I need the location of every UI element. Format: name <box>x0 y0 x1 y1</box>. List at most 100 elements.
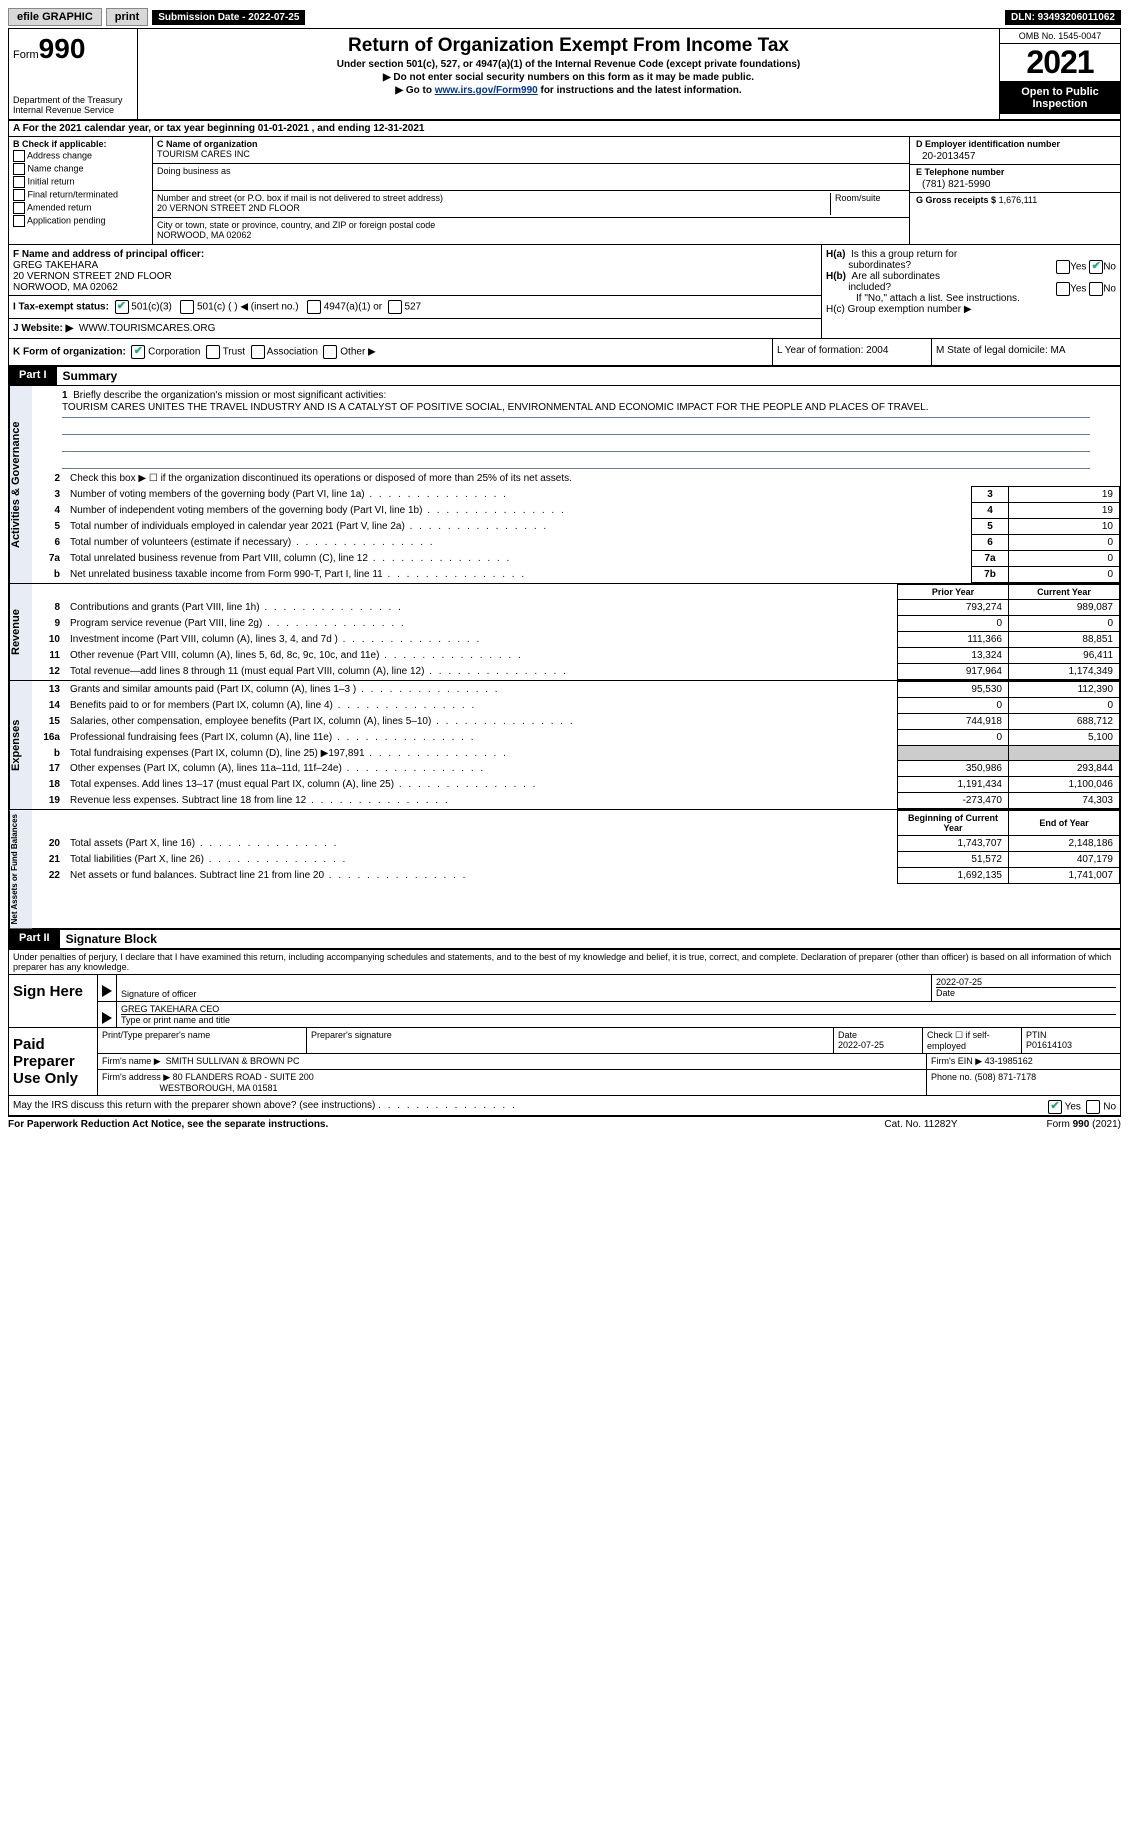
sig-officer-lbl: Signature of officer <box>117 975 932 1001</box>
phone-value: (781) 821-5990 <box>916 177 1114 190</box>
type-name-label: Type or print name and title <box>121 1014 1116 1025</box>
hb-yes[interactable] <box>1056 282 1070 296</box>
firm-addr-lbl: Firm's address ▶ <box>102 1072 170 1082</box>
officer-name: GREG TAKEHARA <box>13 260 817 271</box>
table-row: 19 Revenue less expenses. Subtract line … <box>32 793 1120 809</box>
vtab-activities: Activities & Governance <box>9 386 32 583</box>
dba-label: Doing business as <box>157 166 905 176</box>
tax-year: 2021 <box>1000 44 1120 82</box>
org-name: TOURISM CARES INC <box>157 149 905 159</box>
table-row: 9 Program service revenue (Part VIII, li… <box>32 616 1120 632</box>
firm-phone-lbl: Phone no. <box>931 1072 972 1082</box>
part1-header: Part I <box>9 367 57 385</box>
prep-name-lbl: Print/Type preparer's name <box>102 1030 302 1040</box>
year-formation: L Year of formation: 2004 <box>773 339 932 365</box>
top-toolbar: efile GRAPHIC print Submission Date - 20… <box>8 8 1121 26</box>
state-domicile: M State of legal domicile: MA <box>932 339 1120 365</box>
ptin-label: PTIN <box>1026 1030 1116 1040</box>
form-note-2: ▶ Go to www.irs.gov/Form990 for instruct… <box>142 85 995 96</box>
cb-initial-return[interactable]: Initial return <box>13 176 148 188</box>
table-row: 22 Net assets or fund balances. Subtract… <box>32 868 1120 884</box>
cb-app-pending[interactable]: Application pending <box>13 215 148 227</box>
check-if-applicable: B Check if applicable: <box>13 139 148 149</box>
cb-address-change[interactable]: Address change <box>13 150 148 162</box>
hdr-beginning: Beginning of Current Year <box>898 811 1009 836</box>
table-row: 11 Other revenue (Part VIII, column (A),… <box>32 648 1120 664</box>
phone-label: E Telephone number <box>916 167 1114 177</box>
dept-label: Department of the Treasury <box>13 95 133 105</box>
table-row: 21 Total liabilities (Part X, line 26) 5… <box>32 852 1120 868</box>
instructions-link[interactable]: www.irs.gov/Form990 <box>435 85 538 96</box>
ha-yes[interactable] <box>1056 260 1070 274</box>
print-button[interactable]: print <box>106 8 148 26</box>
part1-title: Summary <box>57 367 124 385</box>
table-row: 4 Number of independent voting members o… <box>32 503 1120 519</box>
ha-no[interactable] <box>1089 260 1103 274</box>
table-row: 18 Total expenses. Add lines 13–17 (must… <box>32 777 1120 793</box>
website-label: J Website: ▶ <box>13 323 73 334</box>
prep-sig-lbl: Preparer's signature <box>311 1030 829 1040</box>
table-row: b Net unrelated business taxable income … <box>32 567 1120 583</box>
cb-4947[interactable] <box>307 300 321 314</box>
form-note-1: ▶ Do not enter social security numbers o… <box>142 72 995 83</box>
sig-date-label: Date <box>936 987 1116 998</box>
ptin-value: P01614103 <box>1026 1040 1116 1050</box>
firm-addr1: 80 FLANDERS ROAD - SUITE 200 <box>173 1072 314 1082</box>
website-value: WWW.TOURISMCARES.ORG <box>79 323 215 334</box>
cb-501c3[interactable] <box>115 300 129 314</box>
part2-header: Part II <box>9 930 60 948</box>
officer-addr2: NORWOOD, MA 02062 <box>13 282 817 293</box>
tax-exempt-label: I Tax-exempt status: <box>13 302 109 313</box>
vtab-netassets: Net Assets or Fund Balances <box>9 810 32 928</box>
cb-corp[interactable] <box>131 345 145 359</box>
vtab-expenses: Expenses <box>9 681 32 809</box>
discuss-yes[interactable] <box>1048 1100 1062 1114</box>
table-row: 13 Grants and similar amounts paid (Part… <box>32 682 1120 698</box>
table-row: 8 Contributions and grants (Part VIII, l… <box>32 600 1120 616</box>
discuss-no[interactable] <box>1086 1100 1100 1114</box>
discuss-question: May the IRS discuss this return with the… <box>13 1100 375 1111</box>
table-row: 10 Investment income (Part VIII, column … <box>32 632 1120 648</box>
table-row: 3 Number of voting members of the govern… <box>32 487 1120 503</box>
city-label: City or town, state or province, country… <box>157 220 905 230</box>
part2-title: Signature Block <box>60 930 163 948</box>
cb-501c[interactable] <box>180 300 194 314</box>
table-row: 7a Total unrelated business revenue from… <box>32 551 1120 567</box>
city-value: NORWOOD, MA 02062 <box>157 230 905 240</box>
footer-form: Form 990 (2021) <box>981 1119 1121 1130</box>
form-of-org-label: K Form of organization: <box>13 347 126 358</box>
vtab-revenue: Revenue <box>9 584 32 680</box>
gross-label: G Gross receipts $ <box>916 195 996 205</box>
footer-catalog: Cat. No. 11282Y <box>861 1119 981 1130</box>
table-row: 17 Other expenses (Part IX, column (A), … <box>32 761 1120 777</box>
q2: Check this box ▶ ☐ if the organization d… <box>66 471 1120 487</box>
room-suite-label: Room/suite <box>831 193 905 215</box>
cb-assoc[interactable] <box>251 345 265 359</box>
hdr-current: Current Year <box>1009 585 1120 600</box>
hdr-end: End of Year <box>1009 811 1120 836</box>
org-info-grid: B Check if applicable: Address change Na… <box>8 137 1121 245</box>
table-row: 20 Total assets (Part X, line 16) 1,743,… <box>32 836 1120 852</box>
firm-name-lbl: Firm's name ▶ <box>102 1056 161 1066</box>
street-value: 20 VERNON STREET 2ND FLOOR <box>157 203 826 213</box>
officer-addr1: 20 VERNON STREET 2ND FLOOR <box>13 271 817 282</box>
check-self-employed[interactable]: Check ☐ if self-employed <box>923 1028 1022 1053</box>
arrow-icon <box>102 985 112 997</box>
cb-name-change[interactable]: Name change <box>13 163 148 175</box>
ein-value: 20-2013457 <box>916 149 1114 162</box>
efile-label: efile GRAPHIC <box>8 8 102 26</box>
firm-phone-val: (508) 871-7178 <box>975 1072 1037 1082</box>
hb-no[interactable] <box>1089 282 1103 296</box>
ein-label: D Employer identification number <box>916 139 1114 149</box>
cb-other[interactable] <box>323 345 337 359</box>
cb-final-return[interactable]: Final return/terminated <box>13 189 148 201</box>
table-row: 12 Total revenue—add lines 8 through 11 … <box>32 664 1120 680</box>
cb-trust[interactable] <box>206 345 220 359</box>
cb-amended[interactable]: Amended return <box>13 202 148 214</box>
org-name-label: C Name of organization <box>157 139 905 149</box>
firm-addr2: WESTBOROUGH, MA 01581 <box>160 1083 278 1093</box>
form-header: Form990 Department of the Treasury Inter… <box>8 28 1121 121</box>
cb-527[interactable] <box>388 300 402 314</box>
sig-date-value: 2022-07-25 <box>936 977 1116 987</box>
perjury-declaration: Under penalties of perjury, I declare th… <box>9 950 1120 975</box>
